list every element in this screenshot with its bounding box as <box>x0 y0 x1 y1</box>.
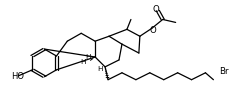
Text: H: H <box>80 59 86 65</box>
Text: O: O <box>152 5 159 14</box>
Text: O: O <box>149 26 156 35</box>
Text: Br: Br <box>219 67 229 76</box>
Text: H: H <box>86 54 91 60</box>
Text: HO: HO <box>11 72 24 81</box>
Text: H: H <box>97 66 103 72</box>
